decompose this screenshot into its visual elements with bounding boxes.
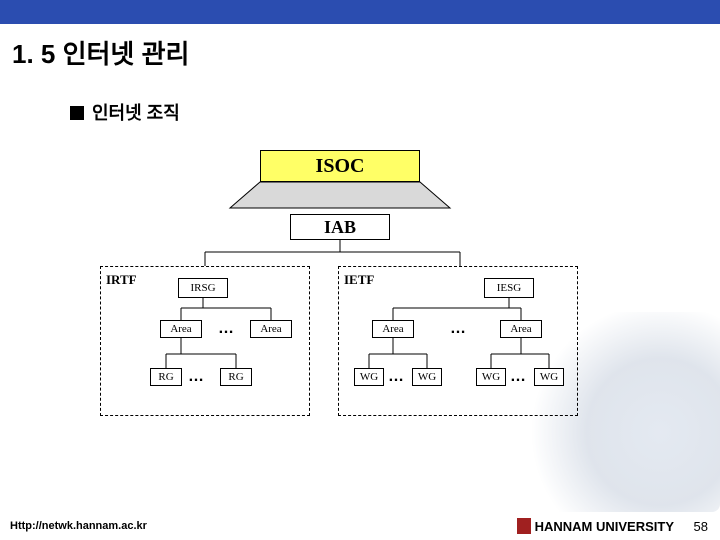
slide-top-bar <box>0 0 720 24</box>
node-wg: WG <box>412 368 442 386</box>
page-number: 58 <box>694 519 708 534</box>
node-iesg-label: IESG <box>497 282 521 294</box>
group-ietf-label: IETF <box>344 272 374 288</box>
node-area-label: Area <box>382 323 403 335</box>
node-rg-label: RG <box>158 371 173 383</box>
footer-org-text: HANNAM UNIVERSITY <box>535 519 674 534</box>
node-irsg: IRSG <box>178 278 228 298</box>
node-wg-label: WG <box>540 371 558 383</box>
node-iab: IAB <box>290 214 390 240</box>
ellipsis: … <box>218 320 236 338</box>
slide-title: 1. 5 인터넷 관리 <box>0 24 720 71</box>
ellipsis: … <box>188 368 206 386</box>
node-area-label: Area <box>260 323 281 335</box>
slide-footer: Http://netwk.hannam.ac.kr HANNAM UNIVERS… <box>0 512 720 540</box>
node-rg-label: RG <box>228 371 243 383</box>
node-area: Area <box>160 320 202 338</box>
node-area-label: Area <box>170 323 191 335</box>
node-irsg-label: IRSG <box>190 282 215 294</box>
node-wg-label: WG <box>360 371 378 383</box>
node-rg: RG <box>220 368 252 386</box>
node-wg-label: WG <box>418 371 436 383</box>
footer-org: HANNAM UNIVERSITY <box>517 518 674 534</box>
group-irtf-label: IRTF <box>106 272 137 288</box>
node-wg-label: WG <box>482 371 500 383</box>
node-wg: WG <box>354 368 384 386</box>
node-wg: WG <box>534 368 564 386</box>
node-area: Area <box>250 320 292 338</box>
group-ietf <box>338 266 578 416</box>
org-diagram: ISOC IAB IRTF IETF IRSG IESG Area Area A… <box>100 150 580 480</box>
university-logo-icon <box>517 518 531 534</box>
node-isoc: ISOC <box>260 150 420 182</box>
bullet-icon <box>70 106 84 120</box>
subtitle-text: 인터넷 조직 <box>92 103 180 123</box>
ellipsis: … <box>388 368 406 386</box>
node-isoc-label: ISOC <box>316 155 365 178</box>
node-area: Area <box>500 320 542 338</box>
slide-subtitle: 인터넷 조직 <box>0 71 720 125</box>
node-wg: WG <box>476 368 506 386</box>
footer-url: Http://netwk.hannam.ac.kr <box>10 520 147 532</box>
node-rg: RG <box>150 368 182 386</box>
node-iab-label: IAB <box>324 217 356 238</box>
node-iesg: IESG <box>484 278 534 298</box>
ellipsis: … <box>510 368 528 386</box>
node-area: Area <box>372 320 414 338</box>
ellipsis: … <box>450 320 468 338</box>
node-area-label: Area <box>510 323 531 335</box>
